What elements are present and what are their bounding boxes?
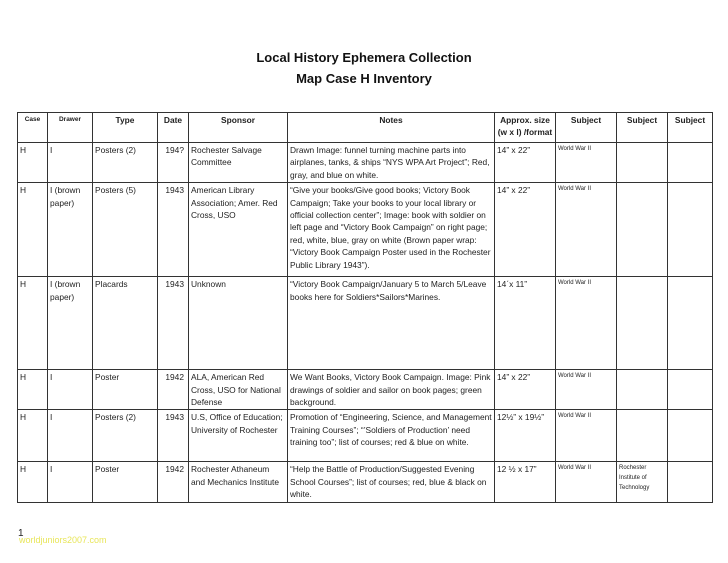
cell-notes: “Give your books/Give good books; Victor…	[287, 182, 495, 278]
cell-subject-3	[667, 182, 713, 278]
cell-subject-2: Rochester Institute of Technology	[616, 461, 668, 503]
cell-case: H	[17, 276, 48, 371]
cell-date: 1943	[157, 409, 189, 463]
cell-sponsor: Rochester Athaneum and Mechanics Institu…	[188, 461, 288, 503]
cell-sponsor: American Library Association; Amer. Red …	[188, 182, 288, 278]
cell-notes: “Help the Battle of Production/Suggested…	[287, 461, 495, 503]
header-row: Case Drawer Type Date Sponsor Notes Appr…	[17, 112, 713, 143]
header-date: Date	[157, 112, 189, 143]
cell-subject-3	[667, 141, 713, 184]
document-subtitle: Map Case H Inventory	[296, 71, 432, 86]
header-type: Type	[92, 112, 158, 143]
table-row: H I Posters (2) 194? Rochester Salvage Commi…	[17, 141, 713, 184]
header-subject-3: Subject	[667, 112, 713, 143]
cell-sponsor: U.S, Office of Education; University of …	[188, 409, 288, 463]
cell-subject-2	[616, 369, 668, 411]
cell-size: 14” x 22”	[494, 141, 556, 184]
cell-case: H	[17, 409, 48, 463]
cell-sponsor: Rochester Salvage Committee	[188, 141, 288, 184]
header-sponsor: Sponsor	[188, 112, 288, 143]
cell-type: Poster	[92, 369, 158, 411]
cell-drawer: I	[47, 141, 93, 184]
cell-sponsor: ALA, American Red Cross, USO for Nationa…	[188, 369, 288, 411]
inventory-table: Case Drawer Type Date Sponsor Notes Appr…	[17, 112, 713, 503]
cell-date: 1943	[157, 276, 189, 371]
cell-subject-1: World War II	[555, 182, 617, 278]
cell-size: 14” x 22”	[494, 182, 556, 278]
cell-date: 1943	[157, 182, 189, 278]
table-row: H I Poster 1942 ALA, American Red Cross, USO…	[17, 369, 713, 411]
cell-case: H	[17, 141, 48, 184]
cell-subject-1: World War II	[555, 141, 617, 184]
cell-subject-2	[616, 276, 668, 371]
cell-notes: Drawn Image: funnel turning machine part…	[287, 141, 495, 184]
header-size: Approx. size (w x l) /format	[494, 112, 556, 143]
cell-subject-1: World War II	[555, 461, 617, 503]
table-row: H I Poster 1942 Rochester Athaneum and Mecha…	[17, 461, 713, 503]
cell-size: 12½” x 19½”	[494, 409, 556, 463]
cell-size: 12 ½ x 17”	[494, 461, 556, 503]
cell-drawer: I	[47, 369, 93, 411]
cell-subject-1: World War II	[555, 276, 617, 371]
header-notes: Notes	[287, 112, 495, 143]
cell-subject-3	[667, 409, 713, 463]
cell-case: H	[17, 182, 48, 278]
cell-subject-2	[616, 141, 668, 184]
cell-type: Posters (2)	[92, 409, 158, 463]
header-subject-2: Subject	[616, 112, 668, 143]
cell-subject-3	[667, 276, 713, 371]
cell-sponsor: Unknown	[188, 276, 288, 371]
cell-case: H	[17, 369, 48, 411]
cell-case: H	[17, 461, 48, 503]
cell-type: Placards	[92, 276, 158, 371]
table-row: H I Posters (2) 1943 U.S, Office of Educatio…	[17, 409, 713, 463]
cell-date: 194?	[157, 141, 189, 184]
header-drawer: Drawer	[47, 112, 93, 143]
cell-subject-2	[616, 409, 668, 463]
cell-date: 1942	[157, 461, 189, 503]
header-case: Case	[17, 112, 48, 143]
cell-notes: “Victory Book Campaign/January 5 to Marc…	[287, 276, 495, 371]
cell-size: 14΄x 11”	[494, 276, 556, 371]
cell-drawer: I	[47, 409, 93, 463]
header-subject-1: Subject	[555, 112, 617, 143]
watermark: worldjuniors2007.com	[19, 535, 107, 545]
cell-type: Poster	[92, 461, 158, 503]
cell-drawer: I	[47, 461, 93, 503]
cell-subject-3	[667, 369, 713, 411]
cell-drawer: I (brown paper)	[47, 182, 93, 278]
document-title: Local History Ephemera Collection	[256, 50, 472, 65]
cell-notes: We Want Books, Victory Book Campaign. Im…	[287, 369, 495, 411]
cell-subject-2	[616, 182, 668, 278]
page-number: 1	[18, 528, 24, 539]
cell-size: 14” x 22”	[494, 369, 556, 411]
cell-date: 1942	[157, 369, 189, 411]
cell-subject-1: World War II	[555, 409, 617, 463]
cell-drawer: I (brown paper)	[47, 276, 93, 371]
cell-subject-1: World War II	[555, 369, 617, 411]
cell-type: Posters (2)	[92, 141, 158, 184]
cell-type: Posters (5)	[92, 182, 158, 278]
cell-notes: Promotion of “Engineering, Science, and …	[287, 409, 495, 463]
cell-subject-3	[667, 461, 713, 503]
